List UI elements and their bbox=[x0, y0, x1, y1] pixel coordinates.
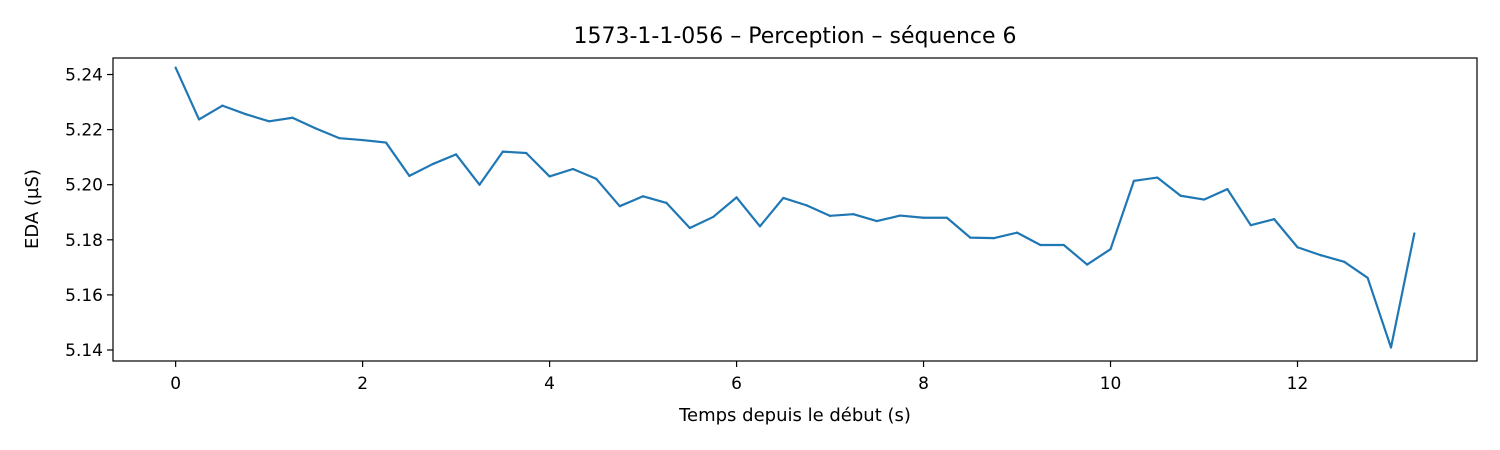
data-point bbox=[1319, 254, 1322, 257]
data-point bbox=[478, 183, 481, 186]
y-axis: 5.14 5.16 5.18 5.20 5.22 5.24 bbox=[65, 66, 113, 361]
data-point bbox=[525, 151, 528, 155]
data-point bbox=[1226, 188, 1229, 191]
data-point bbox=[618, 205, 621, 208]
data-point bbox=[431, 162, 434, 166]
data-point bbox=[875, 219, 878, 223]
x-tick-label: 6 bbox=[731, 374, 742, 394]
data-point bbox=[758, 225, 762, 228]
y-tick-label: 5.18 bbox=[65, 231, 103, 251]
data-point bbox=[665, 201, 668, 204]
data-point bbox=[548, 175, 551, 178]
data-point bbox=[945, 216, 949, 219]
y-axis-label: EDA (µS) bbox=[22, 169, 43, 249]
data-point bbox=[969, 236, 972, 239]
plot-frame bbox=[112, 57, 1478, 362]
data-point bbox=[992, 237, 995, 240]
data-point bbox=[455, 153, 458, 156]
data-point bbox=[712, 215, 715, 219]
x-axis: 0 2 4 6 8 10 12 bbox=[170, 361, 1308, 394]
x-tick-label: 12 bbox=[1287, 374, 1309, 394]
data-point bbox=[1086, 263, 1089, 266]
data-point bbox=[361, 138, 364, 142]
data-point bbox=[828, 214, 832, 217]
data-point bbox=[221, 104, 224, 107]
data-point bbox=[1156, 176, 1159, 179]
x-tick-label: 2 bbox=[357, 374, 368, 394]
data-point bbox=[1109, 248, 1112, 251]
x-tick-label: 0 bbox=[170, 374, 181, 394]
y-tick-label: 5.16 bbox=[65, 286, 103, 306]
series-line bbox=[174, 67, 1416, 349]
data-point bbox=[595, 177, 598, 181]
plot-area bbox=[112, 57, 1478, 362]
data-point bbox=[1366, 276, 1369, 279]
data-point bbox=[899, 214, 902, 217]
data-point bbox=[1015, 231, 1019, 234]
y-tick-label: 5.20 bbox=[65, 176, 103, 196]
data-point bbox=[384, 141, 388, 144]
x-tick-label: 8 bbox=[918, 374, 929, 394]
data-point bbox=[571, 167, 575, 171]
data-point bbox=[852, 213, 855, 216]
data-point bbox=[1389, 346, 1393, 349]
data-point bbox=[268, 120, 271, 123]
data-point bbox=[244, 113, 247, 116]
data-point bbox=[805, 204, 808, 207]
data-point bbox=[291, 116, 294, 119]
data-point bbox=[1413, 232, 1416, 235]
y-tick-label: 5.14 bbox=[65, 341, 103, 361]
y-tick-label: 5.22 bbox=[65, 121, 103, 141]
data-point bbox=[922, 216, 925, 219]
data-point bbox=[1132, 179, 1135, 182]
data-point bbox=[735, 196, 738, 199]
x-tick-label: 4 bbox=[544, 374, 555, 394]
data-point bbox=[197, 118, 201, 121]
data-point bbox=[1202, 198, 1206, 201]
data-point bbox=[1296, 246, 1299, 249]
x-tick-label: 10 bbox=[1100, 374, 1122, 394]
chart-title: 1573-1-1-056 – Perception – séquence 6 bbox=[573, 24, 1016, 49]
data-point bbox=[1179, 194, 1182, 197]
data-point bbox=[501, 150, 504, 153]
data-point bbox=[782, 196, 785, 200]
data-point bbox=[1062, 243, 1065, 247]
data-point bbox=[688, 226, 691, 230]
data-point bbox=[314, 127, 317, 130]
data-point bbox=[338, 137, 341, 140]
data-point bbox=[174, 66, 177, 69]
data-point bbox=[408, 174, 411, 177]
data-point bbox=[1273, 218, 1276, 221]
data-point bbox=[1039, 243, 1042, 247]
data-point bbox=[641, 195, 645, 198]
y-tick-label: 5.24 bbox=[65, 66, 103, 86]
data-point bbox=[1249, 224, 1252, 227]
x-axis-label: Temps depuis le début (s) bbox=[678, 405, 911, 426]
data-point bbox=[1343, 260, 1346, 263]
